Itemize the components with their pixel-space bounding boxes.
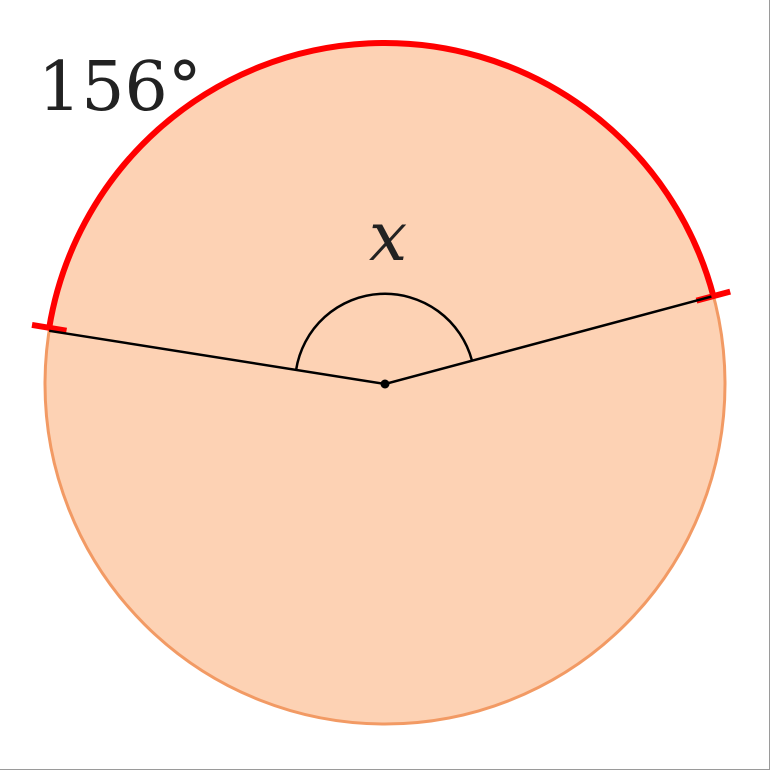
arc-end-tick-left [31,321,67,334]
angle-variable-label: x [369,198,407,277]
arc-measure-label: 156° [38,48,202,127]
angle-marker-arc [294,292,474,371]
radius-right [384,295,712,386]
radius-left [49,329,386,386]
highlighted-arc [46,40,717,329]
center-point [380,379,390,389]
